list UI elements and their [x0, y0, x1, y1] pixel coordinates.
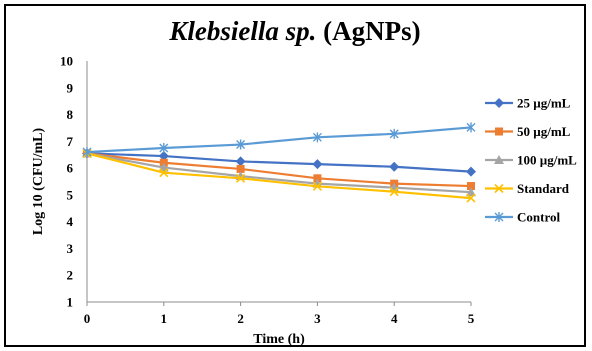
y-tick-label: 2 [67, 268, 74, 283]
data-point [467, 182, 475, 191]
y-tick-label: 3 [67, 241, 74, 256]
data-point [236, 139, 246, 150]
chart-title-suffix: (AgNPs) [316, 16, 421, 46]
plot-area [82, 122, 476, 203]
x-tick-label: 5 [468, 311, 475, 326]
legend-item: 50 µg/mL [485, 124, 571, 139]
x-tick-label: 2 [237, 311, 244, 326]
data-point [159, 143, 169, 154]
data-point [235, 156, 246, 167]
data-point [312, 159, 323, 170]
y-tick-label: 7 [67, 134, 74, 149]
data-point [82, 147, 92, 158]
data-point [236, 164, 245, 173]
series-line [86, 152, 472, 173]
x-tick-label: 1 [161, 311, 168, 326]
data-point [158, 151, 169, 162]
series-line [86, 152, 472, 194]
series-line [86, 152, 472, 200]
data-point [236, 173, 246, 183]
legend-label: 100 µg/mL [517, 153, 577, 168]
data-point [389, 187, 399, 197]
y-tick-label: 9 [67, 80, 74, 95]
data-point [389, 128, 399, 139]
data-point [466, 122, 476, 133]
series-line [86, 152, 472, 188]
legend-marker [494, 212, 504, 222]
series-line [86, 126, 472, 154]
chart-legend: 25 µg/mL 50 µg/mL 100 µg/mL Standard Control [485, 96, 577, 225]
y-tick-label: 1 [67, 295, 74, 310]
legend-item: 100 µg/mL [485, 153, 577, 168]
legend-marker [494, 98, 504, 108]
legend-item: 25 µg/mL [485, 96, 571, 111]
legend-item: Standard [485, 181, 570, 196]
legend-marker [494, 155, 504, 164]
y-tick-label: 10 [60, 54, 73, 69]
data-point [466, 166, 476, 177]
series-5 [82, 122, 476, 158]
y-axis-label: Log 10 (CFU/mL) [31, 128, 46, 236]
data-point [312, 132, 322, 143]
chart-title-organism: Klebsiella sp. [169, 16, 317, 46]
data-point [312, 181, 322, 191]
series-4 [82, 148, 476, 203]
x-tick-label: 0 [84, 311, 91, 326]
legend-marker [494, 183, 504, 194]
y-tick-label: 6 [67, 161, 74, 176]
y-tick-label: 5 [67, 187, 74, 202]
data-point [159, 168, 169, 178]
x-axis-label: Time (h) [253, 332, 305, 347]
chart-title: Klebsiella sp. (AgNPs) [6, 16, 584, 47]
legend-label: Control [517, 210, 560, 225]
data-point [313, 174, 322, 183]
x-tick-label: 3 [314, 311, 321, 326]
y-tick-label: 8 [67, 107, 74, 122]
legend-marker [495, 127, 503, 136]
legend-label: Standard [517, 181, 570, 196]
legend-label: 50 µg/mL [517, 124, 571, 139]
data-point [466, 187, 476, 197]
legend-label: 25 µg/mL [517, 96, 571, 111]
legend-item: Control [485, 210, 560, 225]
y-tick-label: 4 [67, 214, 74, 229]
data-point [466, 193, 476, 203]
x-tick-label: 4 [391, 311, 398, 326]
data-point [389, 161, 400, 172]
